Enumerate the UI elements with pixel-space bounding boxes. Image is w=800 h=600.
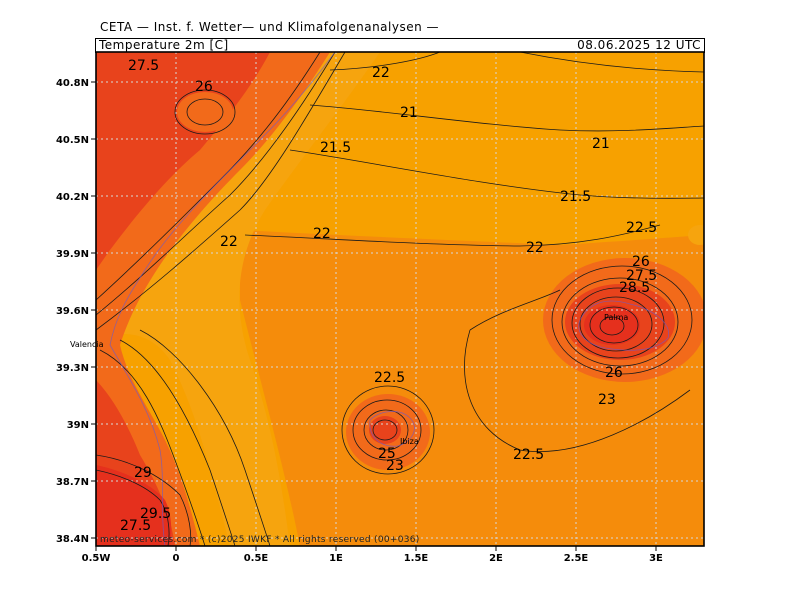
contour-label: 26 <box>632 254 650 270</box>
coastline-mallorca <box>578 300 669 351</box>
contour-line <box>96 469 170 546</box>
y-tick-label: 39N <box>67 420 89 431</box>
island-menorca <box>688 225 704 245</box>
contour-line <box>244 224 661 247</box>
contour-label: 27.5 <box>120 518 151 534</box>
contour-label: 26 <box>195 79 213 95</box>
y-tick-label: 39.3N <box>56 363 89 374</box>
contour-line <box>139 329 271 546</box>
contour-line <box>579 296 653 352</box>
copyright-footer: meteo-services.com * (c)2025 IWKF * All … <box>100 535 420 545</box>
x-tick-label: 2.5E <box>564 553 589 564</box>
contour-labels: 27.5 26 22 21 21.5 21 21.5 22 22 22 22.5… <box>120 58 657 534</box>
place-valencia: Valencia <box>70 340 104 349</box>
coastline-iberia <box>109 52 336 546</box>
contour-line <box>96 52 346 331</box>
contour-line <box>96 52 336 316</box>
y-tick-label: 40.8N <box>56 78 89 89</box>
contour-line <box>99 349 206 546</box>
x-tick-label: 1.5E <box>404 553 429 564</box>
parameter-label: Temperature 2m [C] <box>99 38 229 52</box>
y-tick-label: 39.9N <box>56 249 89 260</box>
contour-label: 27.5 <box>626 268 657 284</box>
contour-line <box>599 316 625 336</box>
coastline <box>109 52 669 546</box>
contour-lines <box>96 52 704 546</box>
y-tick-label: 38.4N <box>56 534 89 545</box>
contour-label: 22 <box>220 234 238 250</box>
land-hottest-south <box>96 465 172 546</box>
contour-label: 29 <box>134 465 152 481</box>
contour-line <box>174 89 236 135</box>
y-tick-label: 40.2N <box>56 192 89 203</box>
contour-label: 22 <box>526 240 544 256</box>
contour-label: 26 <box>605 365 623 381</box>
coastline-ibiza <box>369 411 415 447</box>
contour-label: 27.5 <box>128 58 159 74</box>
x-tick-label: 1E <box>329 553 343 564</box>
coastal-band <box>96 52 380 546</box>
contour-line <box>551 265 693 375</box>
contour-label: 22.5 <box>626 220 657 236</box>
contour-line <box>289 149 704 199</box>
contour-line <box>96 454 192 546</box>
contour-label: 21 <box>592 136 610 152</box>
contour-line <box>363 409 409 451</box>
contour-line <box>186 98 224 126</box>
island-mallorca-core <box>584 305 640 345</box>
institute-title: CETA — Inst. f. Wetter— und Klimafolgena… <box>100 20 440 34</box>
contour-line <box>561 277 679 367</box>
contour-label: 25 <box>378 446 396 462</box>
contour-label: 23 <box>598 392 616 408</box>
contour-label: 23 <box>386 458 404 474</box>
contour-line <box>589 306 639 344</box>
contour-line <box>352 399 422 461</box>
place-ibiza: Ibiza <box>400 437 419 446</box>
x-tick-label: 2E <box>489 553 503 564</box>
x-tick-label: 0.5W <box>82 553 111 564</box>
contour-label: 22.5 <box>374 370 405 386</box>
y-tick-label: 39.6N <box>56 306 89 317</box>
contour-line <box>329 52 441 71</box>
contour-label: 28.5 <box>619 280 650 296</box>
contour-label: 21 <box>400 105 418 121</box>
x-tick-label: 0.5E <box>244 553 269 564</box>
contour-line <box>519 52 704 73</box>
contour-line <box>309 104 704 132</box>
y-tick-label: 40.5N <box>56 135 89 146</box>
map-frame <box>95 51 705 547</box>
contour-line <box>464 289 691 452</box>
contour-label: 22 <box>372 65 390 81</box>
contour-line <box>119 339 236 546</box>
y-axis-ticks: 40.8N 40.5N 40.2N 39.9N 39.6N 39.3N 39N 38.7N 38… <box>56 78 96 545</box>
cool-pocket <box>177 92 233 132</box>
contour-label: 21.5 <box>320 140 351 156</box>
contour-line <box>571 287 665 359</box>
place-palma: Palma <box>604 313 628 322</box>
contour-label: 22 <box>313 226 331 242</box>
y-tick-label: 38.7N <box>56 477 89 488</box>
valid-time: 08.06.2025 12 UTC <box>577 38 701 52</box>
contour-label: 21.5 <box>560 189 591 205</box>
x-tick-label: 3E <box>649 553 663 564</box>
contour-line <box>372 419 398 441</box>
contour-line <box>341 385 435 475</box>
x-axis-ticks: 0.5W 0 0.5E 1E 1.5E 2E 2.5E 3E <box>82 546 663 564</box>
contour-label: 22.5 <box>513 447 544 463</box>
contour-label: 29.5 <box>140 506 171 522</box>
x-tick-label: 0 <box>173 553 180 564</box>
